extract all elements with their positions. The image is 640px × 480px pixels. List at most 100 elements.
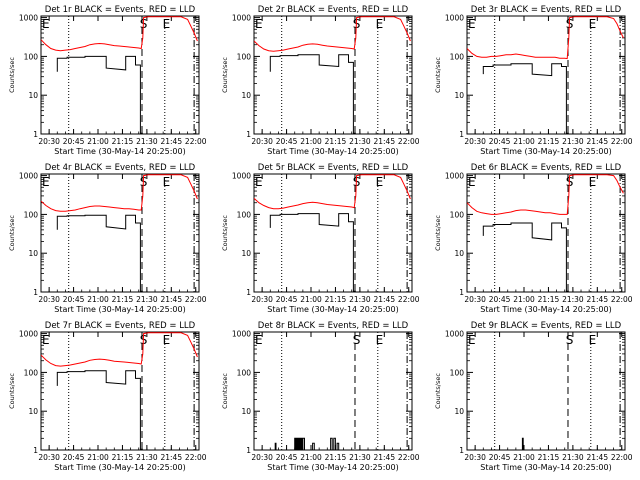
y-tick-label: 1: [459, 288, 464, 297]
panel-title: Det 1r BLACK = Events, RED = LLD: [45, 5, 196, 15]
x-tick-label: 20:45: [276, 453, 298, 462]
marker-s: S: [353, 333, 361, 347]
x-tick-label: 21:15: [112, 295, 134, 304]
x-tick-label: 21:15: [538, 453, 560, 462]
x-tick-label: 22:00: [398, 453, 420, 462]
x-tick-label: 20:45: [489, 453, 511, 462]
x-tick-label: 21:45: [586, 453, 608, 462]
series-events-line: [274, 437, 340, 450]
x-axis-label: Start Time (30-May-14 20:25:00): [267, 147, 398, 156]
y-tick-label: 100: [24, 210, 39, 219]
plot-frame: [253, 173, 413, 293]
x-tick-label: 21:30: [562, 137, 584, 146]
panel-det-2: Det 2r BLACK = Events, RED = LLD 1 10 100 10…: [221, 5, 420, 156]
x-tick-label: 20:30: [251, 453, 273, 462]
y-axis-label: Counts/sec: [8, 215, 16, 251]
plot-frame: [253, 331, 413, 451]
marker-e: E: [376, 333, 384, 347]
x-tick-label: 22:00: [611, 137, 633, 146]
plot-frame: [466, 173, 626, 293]
marker-e: E: [589, 17, 597, 31]
y-tick-label: 1000: [19, 14, 38, 23]
x-tick-label: 21:15: [325, 453, 347, 462]
x-tick-label: 21:45: [160, 295, 182, 304]
x-axis-label: Start Time (30-May-14 20:25:00): [54, 305, 185, 314]
x-tick-label: 21:00: [87, 295, 109, 304]
x-tick-label: 21:15: [325, 295, 347, 304]
y-tick-label: 10: [454, 407, 464, 416]
y-tick-label: 10: [241, 91, 251, 100]
x-tick-label: 21:00: [300, 295, 322, 304]
y-tick-label: 1: [33, 288, 38, 297]
series-events-line: [482, 63, 569, 134]
y-tick-label: 1: [33, 446, 38, 455]
series-lld-line: [467, 16, 624, 60]
series-events-line: [269, 213, 356, 292]
x-tick-label: 21:15: [538, 137, 560, 146]
panel-title: Det 8r BLACK = Events, RED = LLD: [258, 321, 409, 331]
marker-e: E: [255, 17, 263, 31]
x-tick-label: 22:00: [611, 453, 633, 462]
x-tick-label: 22:00: [398, 295, 420, 304]
marker-e: E: [42, 17, 50, 31]
x-tick-label: 21:15: [112, 137, 134, 146]
series-lld-line: [254, 174, 411, 210]
x-tick-label: 22:00: [185, 453, 207, 462]
x-tick-label: 20:30: [464, 137, 486, 146]
marker-e: E: [376, 17, 384, 31]
y-tick-label: 100: [450, 368, 465, 377]
panel-title: Det 7r BLACK = Events, RED = LLD: [45, 321, 196, 331]
y-tick-label: 1000: [19, 330, 38, 339]
panel-det-9: Det 9r BLACK = Events, RED = LLD 1 10 100 10…: [434, 321, 633, 472]
panel-title: Det 5r BLACK = Events, RED = LLD: [258, 163, 409, 173]
x-tick-label: 21:15: [538, 295, 560, 304]
x-axis-label: Start Time (30-May-14 20:25:00): [480, 147, 611, 156]
x-tick-label: 21:00: [513, 453, 535, 462]
y-axis-label: Counts/sec: [8, 57, 16, 93]
marker-s: S: [566, 333, 574, 347]
x-tick-label: 21:00: [87, 453, 109, 462]
panel-title: Det 6r BLACK = Events, RED = LLD: [471, 163, 622, 173]
series-lld-line: [41, 332, 198, 367]
y-axis-label: Counts/sec: [221, 57, 229, 93]
y-tick-label: 1: [459, 446, 464, 455]
x-tick-label: 20:30: [38, 295, 60, 304]
marker-e: E: [163, 17, 171, 31]
x-tick-label: 21:45: [586, 295, 608, 304]
x-tick-label: 22:00: [398, 137, 420, 146]
y-tick-label: 100: [450, 52, 465, 61]
x-tick-label: 21:45: [373, 295, 395, 304]
x-tick-label: 21:45: [373, 137, 395, 146]
y-tick-label: 100: [237, 52, 252, 61]
y-axis-label: Counts/sec: [434, 57, 442, 93]
x-tick-label: 21:15: [112, 453, 134, 462]
x-tick-label: 21:30: [349, 453, 371, 462]
y-tick-label: 10: [28, 407, 38, 416]
x-tick-label: 21:30: [349, 137, 371, 146]
series-events-line: [56, 214, 143, 292]
y-tick-label: 1000: [445, 330, 464, 339]
x-tick-label: 20:45: [489, 137, 511, 146]
y-tick-label: 1000: [445, 14, 464, 23]
y-tick-label: 10: [454, 91, 464, 100]
x-tick-label: 20:45: [276, 137, 298, 146]
y-tick-label: 100: [450, 210, 465, 219]
y-axis-label: Counts/sec: [8, 373, 16, 409]
panel-title: Det 4r BLACK = Events, RED = LLD: [45, 163, 196, 173]
series-lld-line: [254, 16, 411, 52]
y-tick-label: 10: [28, 91, 38, 100]
marker-e: E: [468, 17, 476, 31]
x-tick-label: 20:30: [251, 137, 273, 146]
panel-title: Det 3r BLACK = Events, RED = LLD: [471, 5, 622, 15]
x-tick-label: 21:00: [513, 295, 535, 304]
x-tick-label: 20:45: [276, 295, 298, 304]
plot-frame: [253, 15, 413, 135]
x-axis-label: Start Time (30-May-14 20:25:00): [480, 305, 611, 314]
panel-det-8: Det 8r BLACK = Events, RED = LLD 1 10 100 10…: [221, 321, 420, 472]
y-tick-label: 10: [28, 249, 38, 258]
x-tick-label: 21:45: [160, 453, 182, 462]
x-tick-label: 21:45: [586, 137, 608, 146]
x-tick-label: 21:30: [136, 453, 158, 462]
series-lld-line: [41, 16, 198, 52]
